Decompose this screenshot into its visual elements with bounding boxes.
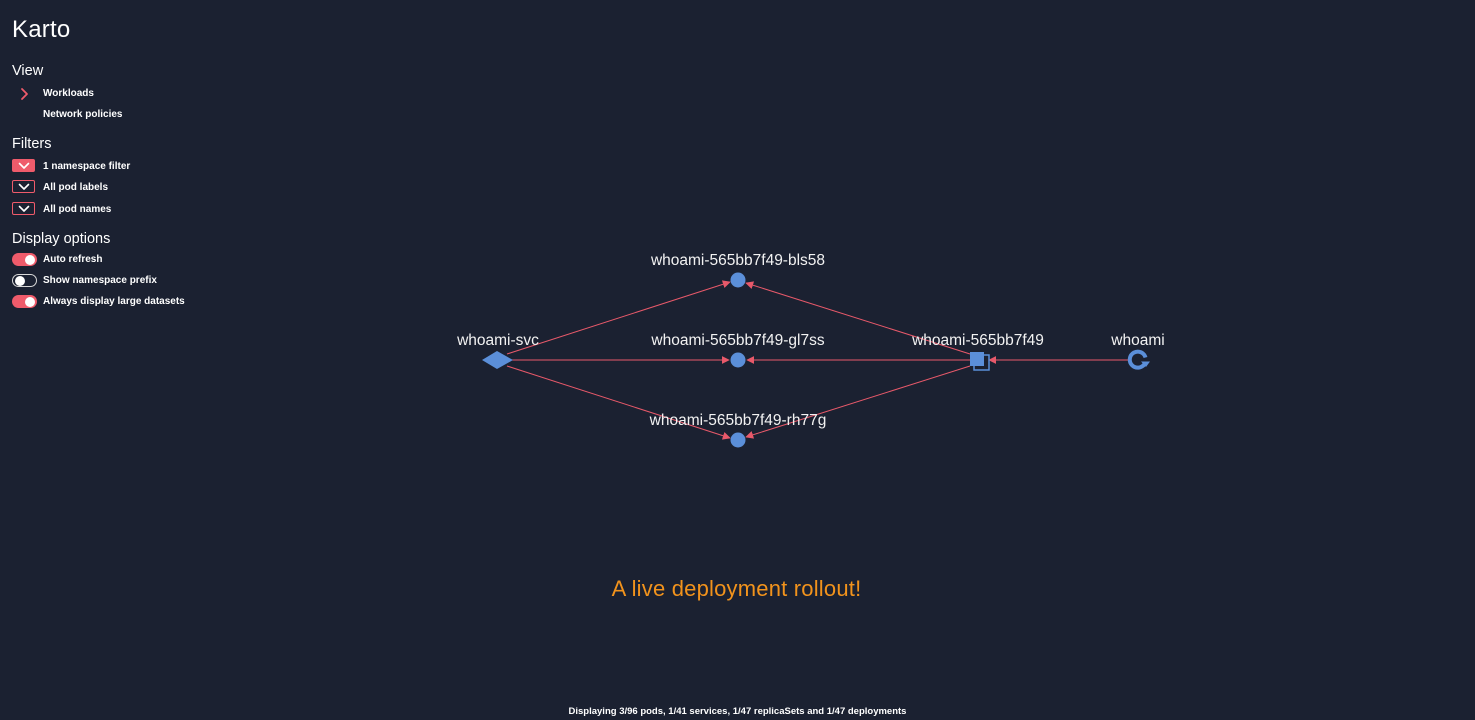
filters-heading: Filters [12,136,52,152]
namespace-filter-dropdown[interactable] [12,159,35,172]
banner-text: A live deployment rollout! [611,576,862,601]
namespace-prefix-toggle[interactable] [12,274,37,287]
node-pod[interactable]: whoami-565bb7f49-rh77g [649,412,827,448]
display-options-heading: Display options [12,231,111,247]
node-label: whoami-565bb7f49-gl7ss [650,332,824,349]
node-label: whoami-565bb7f49-rh77g [649,412,827,429]
node-service[interactable]: whoami-svc [456,332,539,369]
node-replicaset[interactable]: whoami-565bb7f49 [911,332,1044,371]
rollout-icon [1127,349,1150,370]
status-bar: Displaying 3/96 pods, 1/41 services, 1/4… [568,706,907,717]
node-pod[interactable]: whoami-565bb7f49-gl7ss [650,332,825,368]
diamond-icon [482,351,513,369]
large-datasets-toggle[interactable] [12,295,37,308]
circle-icon [730,432,746,448]
app-title: Karto [12,16,71,43]
view-item-label: Workloads [43,88,94,99]
pod-names-filter-dropdown[interactable] [12,202,35,215]
rollout-banner: A live deployment rollout! [0,576,1475,602]
view-heading: View [12,63,44,79]
option-label: Show namespace prefix [43,275,157,286]
node-label: whoami-565bb7f49 [911,332,1044,349]
toggle-knob [25,296,35,307]
node-deployment[interactable]: whoami [1110,332,1165,370]
node-label: whoami-565bb7f49-bls58 [650,252,825,269]
chevron-right-icon [21,88,28,100]
toggle-knob [14,275,25,286]
chevron-down-icon [18,205,29,212]
stacked-square-icon [970,352,990,371]
filter-label: 1 namespace filter [43,161,131,172]
node-pod[interactable]: whoami-565bb7f49-bls58 [650,252,825,288]
auto-refresh-toggle[interactable] [12,253,37,266]
pod-labels-filter-dropdown[interactable] [12,180,35,193]
toggle-knob [25,254,35,265]
chevron-down-icon [18,162,29,169]
view-item-label: Network policies [43,109,123,120]
chevron-down-icon [18,183,29,190]
option-label: Always display large datasets [43,296,185,307]
node-label: whoami [1110,332,1164,349]
circle-icon [730,352,746,368]
circle-icon [730,272,746,288]
filter-label: All pod names [43,204,112,215]
filter-label: All pod labels [43,182,109,193]
node-label: whoami-svc [456,332,539,349]
option-label: Auto refresh [43,254,103,265]
